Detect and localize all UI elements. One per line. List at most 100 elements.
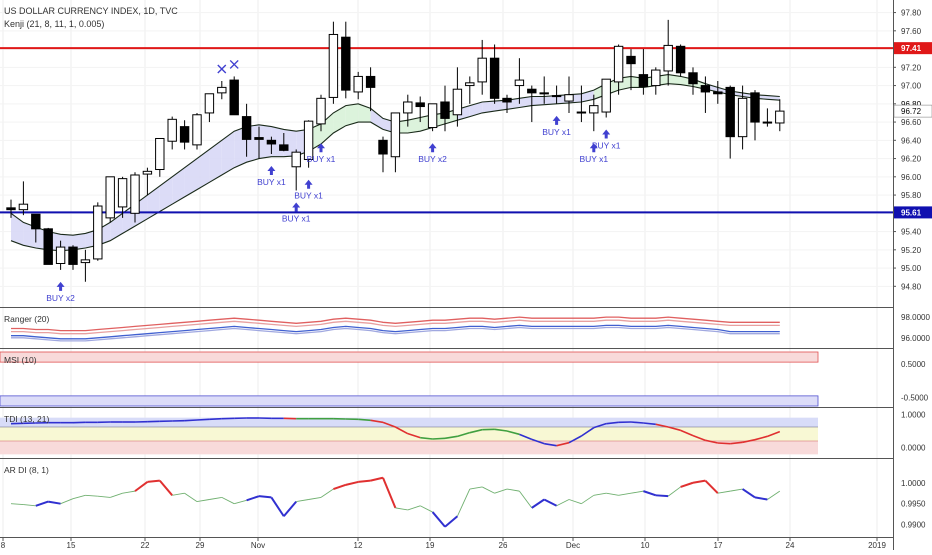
- tdi-line-segment: [209, 419, 221, 420]
- tdi-title: TDI (13, 21): [4, 414, 50, 424]
- candle-body: [416, 103, 424, 107]
- candle-body: [528, 89, 536, 93]
- ardi-line-segment: [172, 493, 184, 495]
- price-tick-label: 96.40: [901, 136, 922, 145]
- candle-body: [366, 76, 374, 87]
- candle-body: [106, 177, 114, 218]
- ardi-line-segment: [420, 506, 432, 512]
- ardi-line-segment: [681, 483, 693, 487]
- buy-signal-label: BUY x1: [307, 154, 336, 164]
- ardi-line-segment: [371, 478, 383, 481]
- ardi-tick-label: 1.0000: [901, 479, 926, 488]
- candle-body: [540, 93, 548, 94]
- ranger-line: [11, 317, 780, 331]
- candle-body: [32, 214, 40, 229]
- tdi-line-segment: [433, 438, 445, 439]
- candle-body: [19, 204, 27, 209]
- tdi-line-segment: [631, 422, 643, 423]
- candle-body: [156, 138, 164, 169]
- candle-body: [168, 119, 176, 141]
- candle-body: [515, 80, 523, 85]
- ardi-line-segment: [321, 489, 333, 497]
- kenji-cloud-segment: [172, 168, 184, 205]
- tdi-line-segment: [197, 419, 209, 420]
- ardi-line-segment: [383, 478, 395, 508]
- date-tick-label: 22: [141, 541, 150, 550]
- candle-body: [205, 94, 213, 113]
- candle-body: [94, 206, 102, 259]
- ardi-line-segment: [433, 512, 445, 527]
- candle-body: [503, 98, 511, 102]
- candle-body: [552, 96, 560, 97]
- buy-arrow-icon: [553, 116, 561, 125]
- buy-signal-label: BUY x1: [592, 141, 621, 151]
- ardi-line-segment: [222, 497, 234, 503]
- ardi-line-segment: [705, 481, 717, 494]
- date-tick-label: 26: [499, 541, 508, 550]
- candle-body: [56, 247, 64, 263]
- candle-body: [242, 117, 250, 140]
- candle-body: [342, 37, 350, 90]
- candle-body: [751, 93, 759, 122]
- ardi-line-segment: [581, 495, 593, 503]
- candle-body: [404, 102, 412, 113]
- buy-signal-label: BUY x1: [579, 154, 608, 164]
- candle-body: [428, 104, 436, 128]
- candle-body: [267, 140, 275, 144]
- ardi-line-segment: [767, 491, 779, 499]
- ardi-line-segment: [284, 502, 296, 517]
- candle-body: [7, 208, 15, 210]
- buy-arrow-icon: [292, 203, 300, 212]
- candle-body: [602, 79, 610, 112]
- candle-body: [329, 34, 337, 97]
- candle-body: [118, 179, 126, 207]
- date-tick-label: 17: [714, 541, 723, 550]
- candle-body: [44, 229, 52, 265]
- candle-body: [255, 138, 263, 140]
- ardi-line-segment: [185, 493, 197, 501]
- resistance-price-label: 97.41: [901, 44, 922, 53]
- candle-body: [131, 175, 139, 213]
- buy-signal-label: BUY x2: [46, 293, 75, 303]
- kenji-cloud-segment: [532, 97, 544, 106]
- ardi-line-segment: [346, 482, 358, 485]
- candle-body: [701, 86, 709, 92]
- candle-body: [478, 58, 486, 82]
- ardi-line-segment: [98, 496, 110, 497]
- candle-body: [292, 152, 300, 167]
- ardi-tick-label: 0.9950: [901, 500, 926, 509]
- ardi-line-segment: [743, 489, 755, 497]
- ardi-line-segment: [36, 502, 48, 506]
- indicator-title: Kenji (21, 8, 11, 1, 0.005): [4, 19, 104, 29]
- candle-body: [664, 45, 672, 71]
- ardi-line-segment: [631, 491, 643, 493]
- candle-body: [466, 83, 474, 86]
- ardi-line-segment: [495, 489, 507, 493]
- candle-body: [354, 76, 362, 92]
- price-tick-label: 97.00: [901, 82, 922, 91]
- candle-body: [714, 92, 722, 94]
- ardi-line-segment: [445, 516, 457, 526]
- candle-body: [676, 46, 684, 72]
- ardi-line-segment: [693, 481, 705, 483]
- candle-body: [577, 112, 585, 113]
- ardi-line-segment: [718, 491, 730, 493]
- date-tick-label: 29: [196, 541, 205, 550]
- candle-body: [69, 247, 77, 264]
- candle-body: [453, 89, 461, 115]
- ardi-line-segment: [395, 508, 407, 510]
- ardi-line-segment: [234, 500, 246, 503]
- ardi-line-segment: [594, 493, 606, 495]
- ranger-line: [11, 328, 780, 341]
- candle-body: [652, 70, 660, 86]
- ardi-tick-label: 0.9900: [901, 521, 926, 530]
- msi-tick-label: 0.5000: [901, 360, 926, 369]
- price-tick-label: 97.80: [901, 9, 922, 18]
- ardi-line-segment: [85, 495, 97, 496]
- ardi-line-segment: [333, 485, 345, 489]
- date-tick-label: 2019: [868, 541, 886, 550]
- candle-body: [441, 102, 449, 118]
- ardi-line-segment: [408, 506, 420, 510]
- ardi-line-segment: [507, 489, 519, 491]
- buy-signal-label: BUY x2: [418, 154, 447, 164]
